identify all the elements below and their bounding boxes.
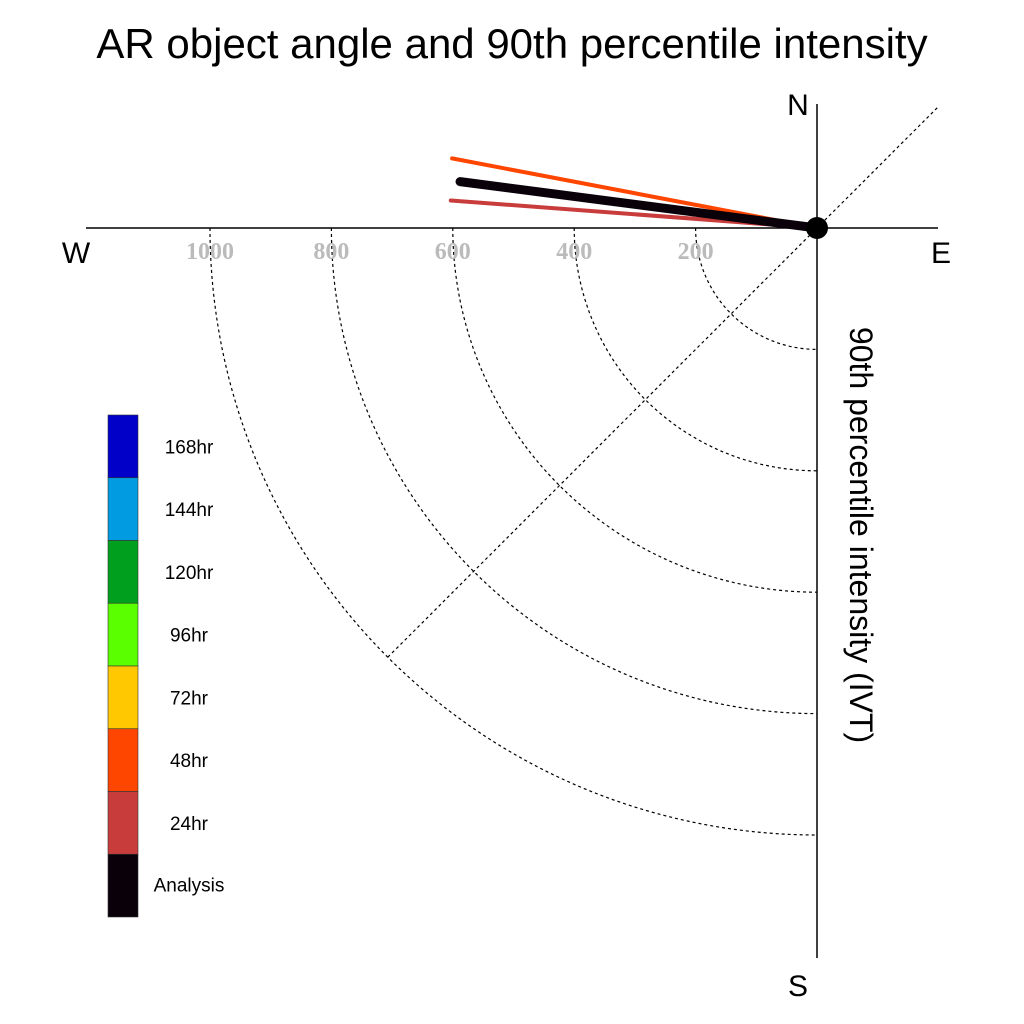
legend-swatch: [107, 414, 139, 479]
legend: 168hr 144hr 120hr 96hr 72hr 48hr 24hr Analysis: [107, 414, 225, 918]
legend-label: 144hr: [165, 500, 214, 521]
series: [448, 156, 822, 233]
direction-north: N: [787, 89, 809, 122]
radial-tick-label: 1000: [186, 239, 234, 265]
radial-ticks: 200 400 600 800 1000: [186, 239, 714, 265]
chart-title: AR object angle and 90th percentile inte…: [96, 20, 927, 67]
grid-ring-200: [695, 227, 818, 350]
radial-axis-label: 90th percentile intensity (IVT): [843, 327, 879, 743]
legend-swatch: [107, 853, 139, 918]
legend-swatch: [107, 791, 139, 855]
series-line-analysis: [455, 177, 822, 233]
legend-label: 72hr: [170, 688, 209, 709]
grid-ring-400: [573, 227, 818, 472]
grid-ring-600: [452, 227, 818, 593]
legend-label: 168hr: [165, 437, 214, 458]
legend-swatch: [107, 728, 139, 792]
radial-tick-label: 800: [313, 239, 349, 265]
grid-ring-800: [330, 227, 818, 715]
direction-west: W: [62, 237, 91, 270]
grid-ring-1000: [209, 227, 818, 836]
legend-label: 120hr: [165, 563, 214, 584]
diagonal-guide: [387, 106, 939, 658]
legend-swatch: [107, 477, 139, 541]
direction-south: S: [788, 970, 808, 1003]
direction-east: E: [931, 237, 951, 270]
radial-tick-label: 200: [678, 239, 714, 265]
grid: [209, 106, 939, 836]
legend-label: 48hr: [170, 751, 209, 772]
legend-label: 24hr: [170, 814, 209, 835]
radial-tick-label: 400: [556, 239, 592, 265]
legend-swatch: [107, 665, 139, 730]
legend-label: Analysis: [154, 875, 225, 896]
legend-label: 96hr: [170, 626, 209, 647]
origin-point: [806, 217, 828, 239]
legend-swatch: [107, 602, 139, 667]
legend-swatch: [107, 540, 139, 604]
radial-tick-label: 600: [435, 239, 471, 265]
